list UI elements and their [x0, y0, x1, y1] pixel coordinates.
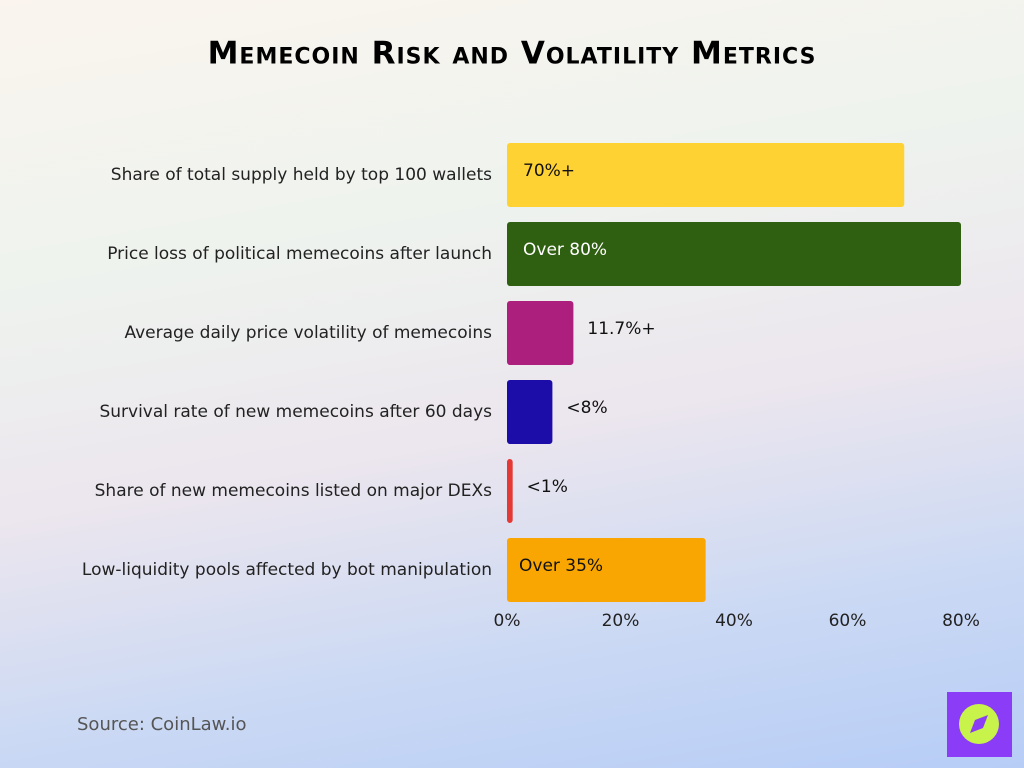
x-tick-label: 20%: [602, 611, 640, 631]
value-label: 70%+: [523, 161, 575, 181]
x-tick-label: 60%: [829, 611, 867, 631]
x-tick-label: 40%: [715, 611, 753, 631]
category-label: Share of total supply held by top 100 wa…: [111, 165, 492, 185]
category-label: Price loss of political memecoins after …: [107, 244, 492, 264]
value-label: <8%: [566, 398, 607, 418]
source: Source: CoinLaw.io: [77, 714, 246, 735]
bar: [507, 222, 961, 286]
logo: [947, 692, 1012, 757]
value-label: Over 80%: [523, 240, 607, 260]
category-label: Average daily price volatility of memeco…: [124, 323, 492, 343]
category-label: Low-liquidity pools affected by bot mani…: [82, 560, 492, 580]
value-label: <1%: [527, 477, 568, 497]
x-tick-label: 0%: [494, 611, 521, 631]
value-label: 11.7%+: [587, 319, 655, 339]
bar: [507, 380, 553, 444]
bar: [507, 459, 513, 523]
x-tick-label: 80%: [942, 611, 980, 631]
chart-title: Memecoin Risk and Volatility Metrics: [208, 36, 817, 72]
value-label: Over 35%: [519, 556, 603, 576]
category-label: Survival rate of new memecoins after 60 …: [99, 402, 492, 422]
bar: [507, 538, 706, 602]
bar: [507, 301, 574, 365]
bar: [507, 143, 905, 207]
category-label: Share of new memecoins listed on major D…: [95, 481, 493, 501]
